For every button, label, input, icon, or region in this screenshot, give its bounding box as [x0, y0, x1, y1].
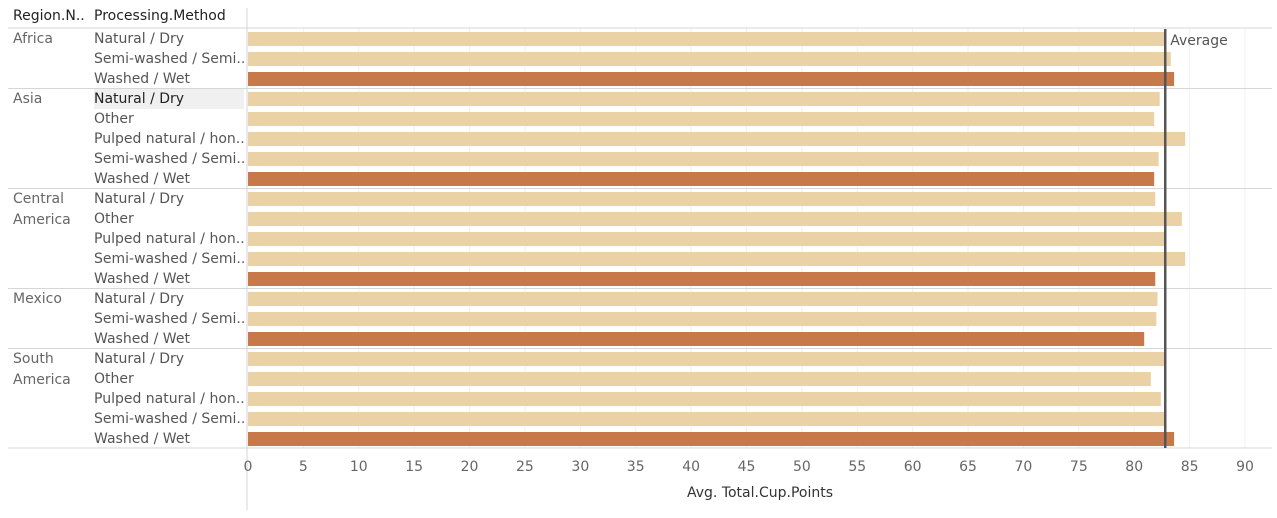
bar[interactable] — [248, 272, 1156, 286]
x-tick-label: 45 — [738, 459, 756, 475]
bar[interactable] — [248, 152, 1159, 166]
method-label: Washed / Wet — [94, 431, 190, 447]
bar[interactable] — [248, 72, 1175, 86]
bar[interactable] — [248, 312, 1157, 326]
x-tick-label: 55 — [848, 459, 866, 475]
region-label: Africa — [13, 31, 53, 47]
x-tick-label: 70 — [1015, 459, 1033, 475]
x-tick-label: 30 — [571, 459, 589, 475]
x-tick-label: 90 — [1236, 459, 1254, 475]
x-tick-label: 40 — [682, 459, 700, 475]
bar[interactable] — [248, 92, 1160, 106]
x-tick-label: 10 — [350, 459, 368, 475]
method-label: Semi-washed / Semi.. — [94, 411, 244, 427]
region-label: Asia — [13, 91, 43, 107]
method-label: Semi-washed / Semi.. — [94, 51, 244, 67]
method-label: Other — [94, 211, 134, 227]
bar[interactable] — [248, 252, 1186, 266]
x-tick-label: 25 — [516, 459, 534, 475]
bar[interactable] — [248, 412, 1166, 426]
bar[interactable] — [248, 292, 1158, 306]
method-label: Natural / Dry — [94, 291, 185, 307]
method-label: Semi-washed / Semi.. — [94, 311, 244, 327]
x-tick-label: 15 — [405, 459, 423, 475]
method-label: Natural / Dry — [94, 191, 185, 207]
x-tick-label: 80 — [1125, 459, 1143, 475]
method-label: Natural / Dry — [94, 31, 185, 47]
bar[interactable] — [248, 172, 1155, 186]
method-label: Semi-washed / Semi.. — [94, 151, 244, 167]
bar[interactable] — [248, 372, 1151, 386]
region-column-header[interactable]: Region.N.. — [13, 8, 85, 24]
x-tick-label: 0 — [244, 459, 253, 475]
method-label: Washed / Wet — [94, 331, 190, 347]
method-label: Pulped natural / hon.. — [94, 131, 244, 147]
x-axis-title: Avg. Total.Cup.Points — [686, 485, 833, 501]
bar[interactable] — [248, 192, 1156, 206]
bar[interactable] — [248, 52, 1171, 66]
bar[interactable] — [248, 212, 1182, 226]
x-tick-label: 60 — [904, 459, 922, 475]
x-tick-label: 85 — [1181, 459, 1199, 475]
bar[interactable] — [248, 392, 1161, 406]
bar[interactable] — [248, 332, 1145, 346]
method-label: Pulped natural / hon.. — [94, 231, 244, 247]
bar[interactable] — [248, 432, 1175, 446]
x-tick-label: 20 — [461, 459, 479, 475]
bar[interactable] — [248, 132, 1186, 146]
x-tick-label: 75 — [1070, 459, 1088, 475]
method-label: Other — [94, 111, 134, 127]
bar[interactable] — [248, 232, 1166, 246]
bar[interactable] — [248, 352, 1166, 366]
method-label: Washed / Wet — [94, 171, 190, 187]
x-tick-label: 35 — [627, 459, 645, 475]
method-label: Pulped natural / hon.. — [94, 391, 244, 407]
x-tick-label: 5 — [299, 459, 308, 475]
x-tick-label: 65 — [959, 459, 977, 475]
bar[interactable] — [248, 112, 1155, 126]
average-label: Average — [1170, 33, 1228, 49]
region-label: Central America — [13, 191, 71, 228]
method-label: Washed / Wet — [94, 271, 190, 287]
method-label: Natural / Dry — [94, 351, 185, 367]
method-label: Other — [94, 371, 134, 387]
method-label: Semi-washed / Semi.. — [94, 251, 244, 267]
x-tick-label: 50 — [793, 459, 811, 475]
method-label: Natural / Dry — [94, 89, 244, 109]
region-label: Mexico — [13, 291, 62, 307]
bar[interactable] — [248, 32, 1165, 46]
method-label: Washed / Wet — [94, 71, 190, 87]
region-label: South America — [13, 351, 71, 388]
method-column-header[interactable]: Processing.Method — [94, 8, 226, 24]
